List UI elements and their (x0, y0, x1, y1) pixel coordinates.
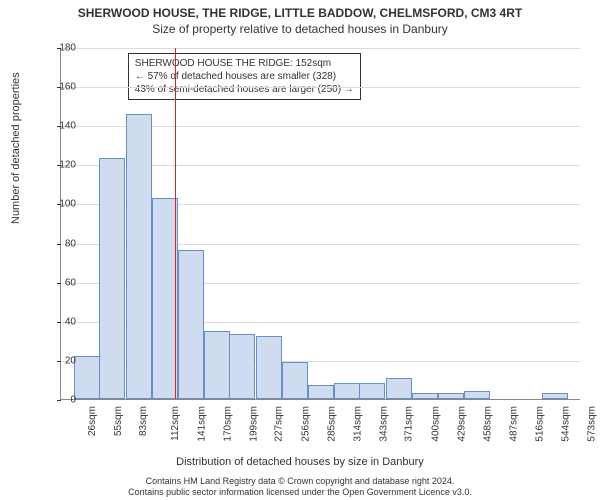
chart-title: SHERWOOD HOUSE, THE RIDGE, LITTLE BADDOW… (0, 0, 600, 20)
histogram-bar (178, 250, 204, 399)
histogram-bar (438, 393, 464, 399)
x-tick-label: 285sqm (326, 406, 337, 442)
annotation-box: SHERWOOD HOUSE THE RIDGE: 152sqm ← 57% o… (128, 53, 361, 100)
footer-line-2: Contains public sector information licen… (0, 487, 600, 498)
x-axis-label: Distribution of detached houses by size … (0, 456, 600, 468)
histogram-bar (334, 383, 360, 399)
x-tick-label: 544sqm (560, 406, 571, 442)
x-tick-label: 55sqm (113, 406, 124, 436)
histogram-bar (412, 393, 438, 399)
y-tick-label: 40 (46, 316, 76, 327)
histogram-bar (126, 114, 152, 400)
y-tick-label: 140 (46, 121, 76, 132)
x-tick-label: 343sqm (379, 406, 390, 442)
histogram-bar (359, 383, 385, 399)
y-tick-label: 80 (46, 238, 76, 249)
x-tick-label: 141sqm (196, 406, 207, 442)
footer-attribution: Contains HM Land Registry data © Crown c… (0, 476, 600, 498)
gridline (61, 48, 580, 49)
x-tick-label: 314sqm (353, 406, 364, 442)
histogram-bar (204, 331, 230, 399)
annotation-line-1: SHERWOOD HOUSE THE RIDGE: 152sqm (135, 57, 354, 70)
x-tick-label: 199sqm (249, 406, 260, 442)
y-tick-label: 120 (46, 160, 76, 171)
y-tick-label: 100 (46, 199, 76, 210)
histogram-bar (99, 158, 125, 399)
histogram-bar (282, 362, 308, 399)
y-tick-label: 0 (46, 395, 76, 406)
histogram-bar (542, 393, 568, 399)
x-tick-label: 487sqm (509, 406, 520, 442)
y-tick-label: 60 (46, 277, 76, 288)
y-tick-label: 180 (46, 43, 76, 54)
gridline (61, 87, 580, 88)
y-axis-label: Number of detached properties (10, 72, 22, 224)
x-tick-label: 516sqm (535, 406, 546, 442)
y-tick-label: 160 (46, 82, 76, 93)
histogram-bar (464, 391, 490, 399)
marker-line (175, 48, 177, 399)
x-tick-label: 371sqm (404, 406, 415, 442)
x-tick-label: 429sqm (456, 406, 467, 442)
histogram-bar (74, 356, 100, 399)
annotation-line-2: ← 57% of detached houses are smaller (32… (135, 70, 354, 83)
chart-container: SHERWOOD HOUSE, THE RIDGE, LITTLE BADDOW… (0, 0, 600, 500)
y-tick-label: 20 (46, 355, 76, 366)
histogram-bar (308, 385, 334, 399)
plot-area: SHERWOOD HOUSE THE RIDGE: 152sqm ← 57% o… (60, 48, 580, 400)
annotation-line-3: 43% of semi-detached houses are larger (… (135, 83, 354, 96)
footer-line-1: Contains HM Land Registry data © Crown c… (0, 476, 600, 487)
histogram-bar (386, 378, 412, 400)
histogram-bar (229, 334, 255, 399)
x-tick-label: 573sqm (586, 406, 597, 442)
x-tick-label: 227sqm (274, 406, 285, 442)
x-tick-label: 170sqm (223, 406, 234, 442)
x-tick-label: 400sqm (430, 406, 441, 442)
x-tick-label: 256sqm (300, 406, 311, 442)
x-tick-label: 83sqm (138, 406, 149, 436)
x-tick-label: 112sqm (169, 406, 180, 441)
x-tick-label: 26sqm (87, 406, 98, 436)
x-tick-label: 458sqm (483, 406, 494, 442)
chart-subtitle: Size of property relative to detached ho… (0, 20, 600, 36)
histogram-bar (256, 336, 282, 399)
